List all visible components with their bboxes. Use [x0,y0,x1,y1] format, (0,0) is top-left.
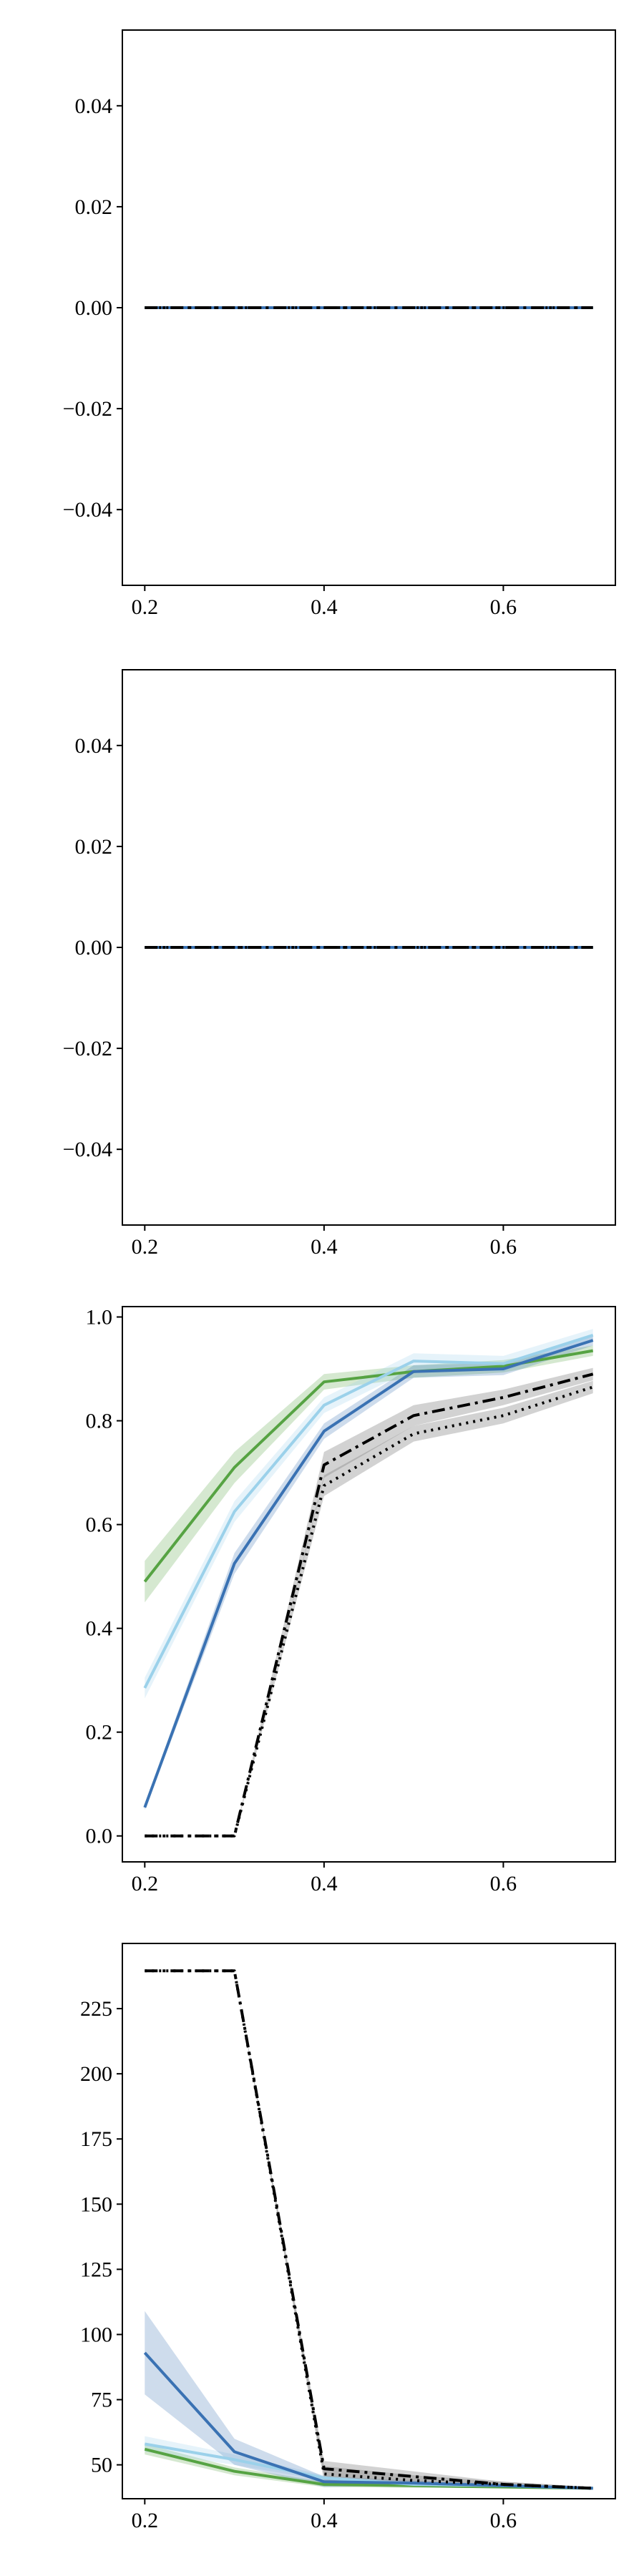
y-tick-label: −0.02 [63,1037,112,1060]
chart-panel-1: 0.2 0.4 0.6 −0.04 −0.02 0.00 0.02 0.04 [63,29,616,619]
y-tick-label: 125 [80,2258,112,2281]
axes-frame [122,1306,616,1863]
y-tick-label: 0.02 [75,835,113,859]
x-tick-label: 0.6 [490,1235,517,1259]
chart-panel-3: 0.2 0.4 0.6 0.0 0.2 0.4 0.6 0.8 1.0 [86,1306,616,1896]
y-tick-label: 0.04 [75,734,113,758]
series-4-line [145,1969,593,2490]
x-tick-label: 0.2 [132,2509,159,2532]
y-tick-label: 50 [91,2454,112,2477]
y-tick-label: 0.0 [86,1825,113,1848]
y-tick-label: 0.00 [75,936,113,960]
x-tick-label: 0.2 [132,1872,159,1896]
series-1-band [145,2444,593,2490]
y-tick-label: 0.2 [86,1721,113,1745]
x-tick-label: 0.4 [311,1235,338,1259]
y-tick-label: 0.4 [86,1617,113,1641]
series-5-line [145,1372,594,1838]
y-tick-label: 150 [80,2192,112,2216]
y-tick-label: 175 [80,2127,112,2151]
series-4-line [145,1385,594,1838]
x-tick-label: 0.4 [311,595,338,619]
y-tick-label: 0.04 [75,94,113,118]
series-1-band [145,1345,593,1603]
y-tick-label: 75 [91,2389,112,2412]
x-tick-label: 0.2 [132,1235,159,1259]
x-tick-label: 0.4 [311,1872,338,1896]
x-tick-label: 0.6 [490,1872,517,1896]
y-tick-label: 100 [80,2323,112,2346]
chart-panel-2: 0.2 0.4 0.6 −0.04 −0.02 0.00 0.02 0.04 [63,669,616,1259]
series-3-line [143,1339,594,1808]
series-2-line [143,1333,594,1689]
y-tick-label: −0.02 [63,397,112,421]
y-tick-label: 200 [80,2062,112,2086]
y-tick-label: 1.0 [86,1306,113,1330]
x-tick-label: 0.2 [132,595,159,619]
y-tick-label: 0.02 [75,195,113,219]
y-tick-label: 225 [80,1997,112,2021]
series-2-band [145,2436,593,2490]
x-tick-label: 0.6 [490,595,517,619]
y-tick-label: 0.00 [75,296,113,320]
axes-frame [122,1943,616,2499]
y-tick-label: −0.04 [63,1138,112,1161]
x-tick-label: 0.4 [311,2509,338,2532]
y-tick-label: 0.6 [86,1513,113,1537]
series-5-band [145,1367,593,1836]
series-3-band [145,1335,593,1810]
y-tick-label: −0.04 [63,498,112,522]
x-tick-label: 0.6 [490,2509,517,2532]
y-tick-label: 0.8 [86,1410,113,1433]
chart-panel-4: 0.2 0.4 0.6 50 75 100 125 150 175 200 225 [80,1943,616,2532]
